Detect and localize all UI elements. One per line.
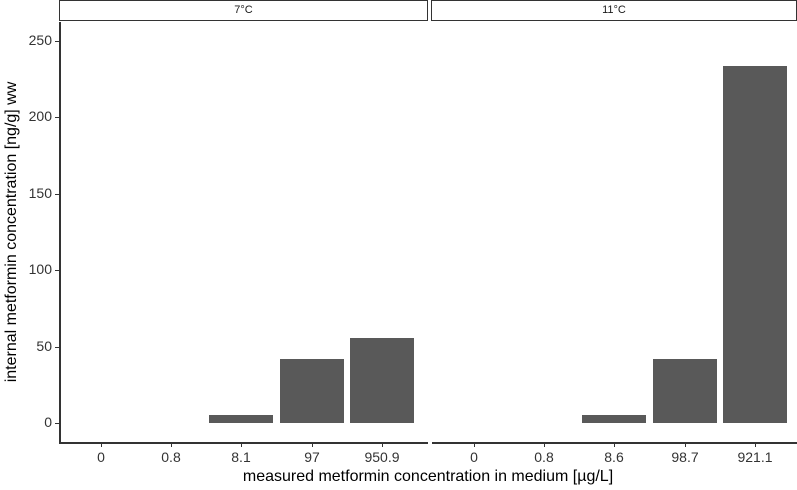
y-tick-label: 200 (28, 108, 52, 125)
y-tick-label: 50 (36, 337, 52, 354)
x-tick-label: 0 (97, 449, 105, 465)
y-tick-label: 250 (28, 32, 52, 48)
x-tick-label: 921.1 (737, 449, 773, 465)
x-tick-label: 0.8 (161, 449, 181, 465)
y-tick-mark (55, 423, 59, 424)
y-tick-label: 100 (28, 261, 52, 278)
bar (653, 358, 717, 423)
x-tick-label: 97 (304, 449, 320, 465)
facet-strip-11c: 11°C (431, 0, 797, 21)
x-tick-mark (382, 443, 383, 447)
bar (280, 358, 344, 423)
x-tick-mark (101, 443, 102, 447)
x-tick-mark (241, 443, 242, 447)
y-tick-label: 150 (28, 184, 52, 201)
x-tick-mark (312, 443, 313, 447)
x-tick-label: 8.1 (231, 449, 251, 465)
bar (350, 338, 414, 423)
y-tick-mark (55, 117, 59, 119)
x-axis-line-7c (59, 442, 428, 444)
x-tick-label: 0 (470, 449, 478, 465)
facet-strip-7c: 7°C (59, 0, 428, 21)
y-axis-line (59, 22, 61, 443)
y-tick-mark (55, 193, 59, 195)
bar (209, 415, 273, 423)
y-tick-mark (55, 41, 59, 42)
x-tick-mark (544, 443, 545, 447)
x-tick-label: 0.8 (534, 449, 554, 465)
y-tick-label: 0 (44, 414, 52, 430)
x-axis-title: measured metformin concentration in medi… (242, 468, 614, 485)
x-tick-mark (171, 443, 172, 447)
x-tick-label: 950.9 (364, 449, 400, 465)
x-tick-mark (614, 443, 615, 447)
x-tick-mark (685, 443, 686, 447)
x-tick-label: 98.7 (671, 449, 699, 465)
y-axis-title: internal metformin concentration [ng/g] … (3, 81, 20, 383)
bar (723, 66, 787, 423)
x-axis-line-11c (432, 442, 797, 444)
bar (582, 415, 646, 423)
y-tick-mark (55, 270, 59, 272)
x-tick-mark (474, 443, 475, 447)
x-tick-mark (755, 443, 756, 447)
x-tick-label: 8.6 (604, 449, 624, 465)
y-tick-mark (55, 346, 59, 348)
